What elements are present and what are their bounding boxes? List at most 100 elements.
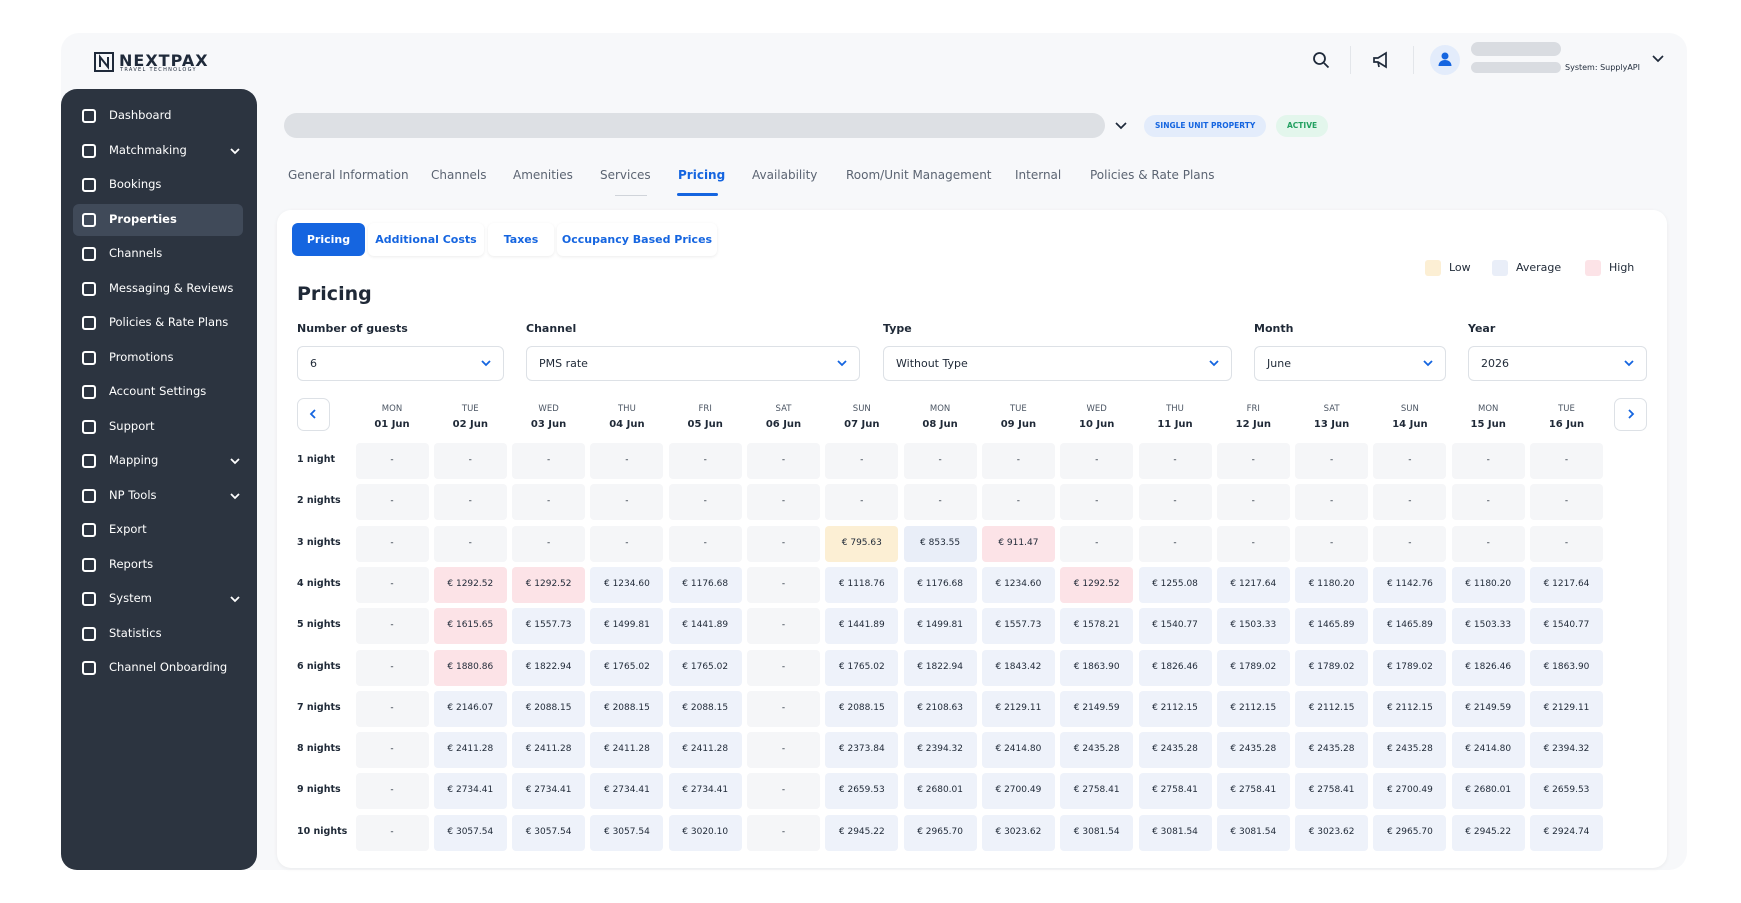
price-cell[interactable] <box>981 525 1055 562</box>
subtab[interactable]: Occupancy Based Prices <box>557 223 717 256</box>
sidebar-item[interactable] <box>73 411 243 443</box>
price-cell[interactable] <box>512 732 586 769</box>
price-cell[interactable] <box>903 649 977 686</box>
price-cell[interactable] <box>747 732 820 769</box>
price-cell[interactable] <box>355 443 429 479</box>
price-cell[interactable] <box>1451 690 1525 727</box>
price-cell[interactable] <box>512 525 586 562</box>
price-cell[interactable] <box>355 484 429 521</box>
price-cell[interactable] <box>747 814 820 851</box>
price-cell[interactable] <box>1451 773 1525 810</box>
price-cell[interactable] <box>355 690 429 727</box>
price-cell[interactable] <box>668 525 742 562</box>
price-cell[interactable] <box>1216 484 1290 521</box>
price-cell[interactable] <box>1138 773 1212 810</box>
price-cell[interactable] <box>668 484 742 521</box>
tab[interactable]: General Information <box>288 168 409 182</box>
price-cell[interactable] <box>825 732 899 769</box>
price-cell[interactable] <box>1295 732 1369 769</box>
price-cell[interactable] <box>668 773 742 810</box>
price-cell[interactable] <box>1530 814 1603 851</box>
search-icon[interactable] <box>1312 51 1330 69</box>
price-cell[interactable] <box>1138 443 1212 479</box>
price-cell[interactable] <box>1216 649 1290 686</box>
price-cell[interactable] <box>1138 608 1212 645</box>
price-cell[interactable] <box>747 525 820 562</box>
price-cell[interactable] <box>825 566 899 603</box>
price-cell[interactable] <box>590 484 664 521</box>
price-cell[interactable] <box>590 608 664 645</box>
price-cell[interactable] <box>1060 649 1134 686</box>
subtab[interactable]: Taxes <box>488 223 554 256</box>
price-cell[interactable] <box>1216 732 1290 769</box>
price-cell[interactable] <box>512 649 586 686</box>
price-cell[interactable] <box>668 690 742 727</box>
price-cell[interactable] <box>825 608 899 645</box>
price-cell[interactable] <box>433 690 507 727</box>
sidebar-item[interactable] <box>73 583 243 615</box>
price-cell[interactable] <box>747 443 820 479</box>
price-cell[interactable] <box>903 443 977 479</box>
tab[interactable]: Internal <box>1015 168 1062 182</box>
price-cell[interactable] <box>1373 484 1447 521</box>
price-cell[interactable] <box>590 443 664 479</box>
price-cell[interactable] <box>1530 732 1603 769</box>
price-cell[interactable] <box>1530 525 1603 562</box>
price-cell[interactable] <box>1060 525 1134 562</box>
filter-select[interactable] <box>883 346 1232 381</box>
sidebar-item[interactable] <box>73 203 243 236</box>
price-cell[interactable] <box>1530 608 1603 645</box>
price-cell[interactable] <box>1451 484 1525 521</box>
next-button[interactable] <box>1614 398 1647 431</box>
price-cell[interactable] <box>668 649 742 686</box>
price-cell[interactable] <box>1451 443 1525 479</box>
property-chevron[interactable] <box>1115 122 1127 130</box>
price-cell[interactable] <box>355 732 429 769</box>
price-cell[interactable] <box>1216 566 1290 603</box>
price-cell[interactable] <box>825 443 899 479</box>
price-cell[interactable] <box>1216 773 1290 810</box>
price-cell[interactable] <box>1451 814 1525 851</box>
filter-select[interactable] <box>297 346 504 381</box>
price-cell[interactable] <box>355 566 429 603</box>
sidebar-item[interactable] <box>73 549 243 581</box>
price-cell[interactable] <box>433 484 507 521</box>
price-cell[interactable] <box>747 566 820 603</box>
price-cell[interactable] <box>1530 690 1603 727</box>
price-cell[interactable] <box>512 814 586 851</box>
price-cell[interactable] <box>433 649 507 686</box>
price-cell[interactable] <box>1451 732 1525 769</box>
subtab[interactable]: Pricing <box>292 223 365 256</box>
price-cell[interactable] <box>1060 690 1134 727</box>
price-cell[interactable] <box>1373 814 1447 851</box>
price-cell[interactable] <box>668 566 742 603</box>
price-cell[interactable] <box>825 814 899 851</box>
price-cell[interactable] <box>1138 525 1212 562</box>
tab[interactable]: Amenities <box>513 168 573 182</box>
price-cell[interactable] <box>981 649 1055 686</box>
price-cell[interactable] <box>433 773 507 810</box>
price-cell[interactable] <box>1295 608 1369 645</box>
price-cell[interactable] <box>590 814 664 851</box>
price-cell[interactable] <box>1060 814 1134 851</box>
price-cell[interactable] <box>1060 732 1134 769</box>
price-cell[interactable] <box>1451 608 1525 645</box>
price-cell[interactable] <box>1060 608 1134 645</box>
price-cell[interactable] <box>903 608 977 645</box>
price-cell[interactable] <box>903 814 977 851</box>
price-cell[interactable] <box>433 525 507 562</box>
price-cell[interactable] <box>1530 773 1603 810</box>
sidebar-item[interactable] <box>73 514 243 546</box>
price-cell[interactable] <box>825 690 899 727</box>
price-cell[interactable] <box>1138 690 1212 727</box>
tab[interactable]: Policies & Rate Plans <box>1090 168 1215 182</box>
price-cell[interactable] <box>1295 649 1369 686</box>
price-cell[interactable] <box>981 814 1055 851</box>
filter-select[interactable] <box>526 346 860 381</box>
price-cell[interactable] <box>512 608 586 645</box>
price-cell[interactable] <box>1530 566 1603 603</box>
price-cell[interactable] <box>1373 443 1447 479</box>
price-cell[interactable] <box>981 773 1055 810</box>
price-cell[interactable] <box>668 608 742 645</box>
price-cell[interactable] <box>981 608 1055 645</box>
